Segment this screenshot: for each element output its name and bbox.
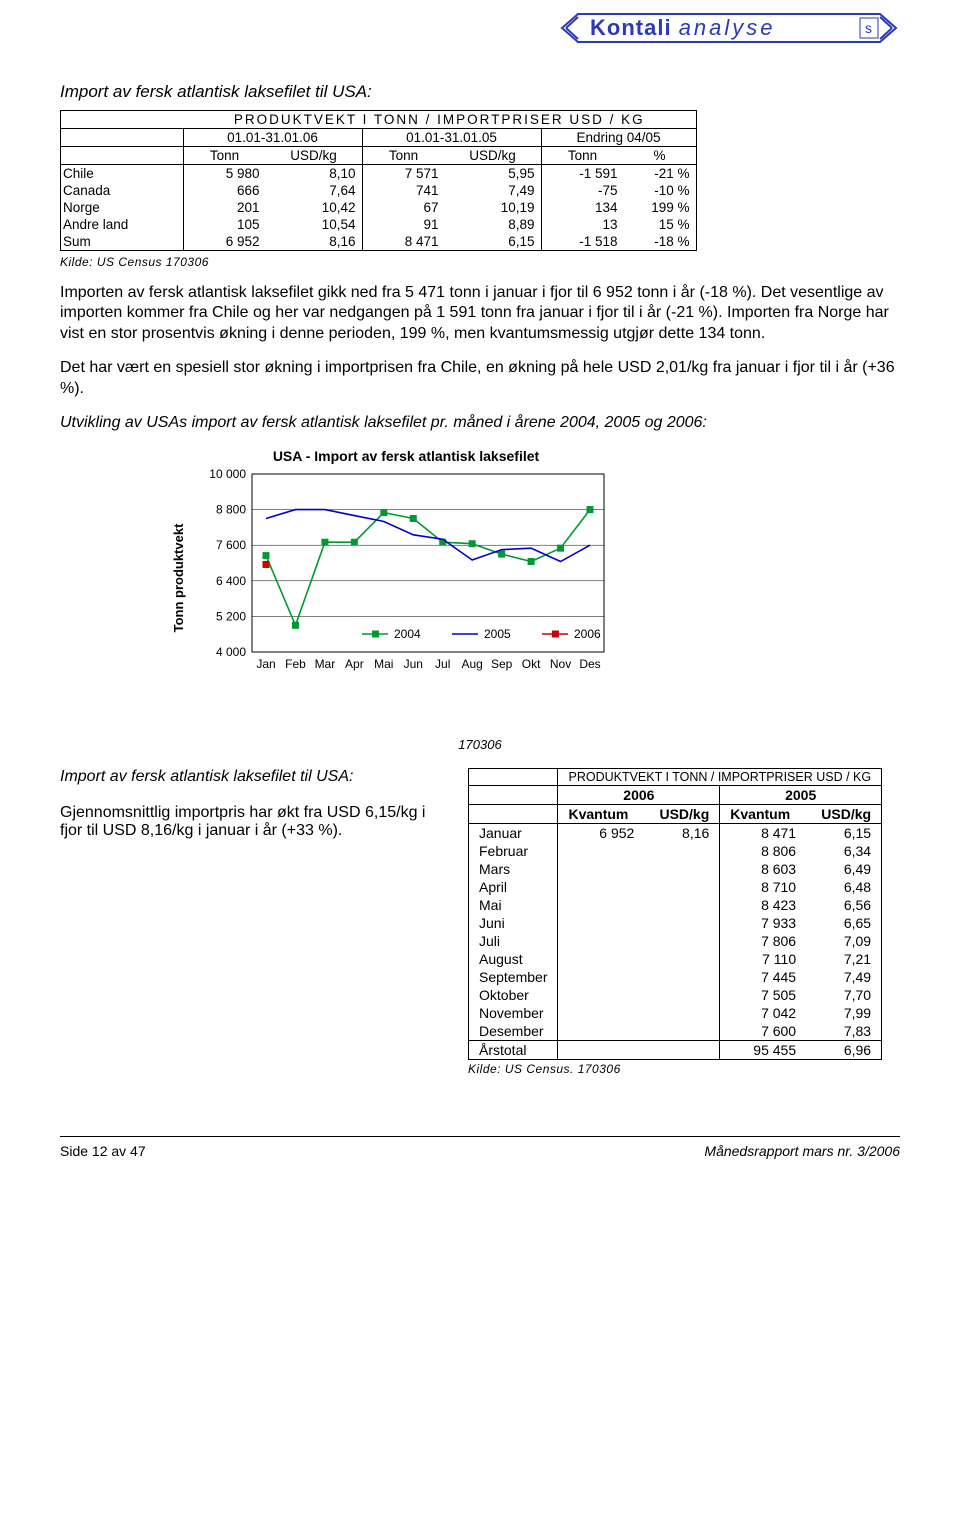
svg-text:Sep: Sep [491, 657, 513, 671]
table-row: Mars8 6036,49 [469, 860, 882, 878]
svg-text:5 200: 5 200 [216, 609, 246, 623]
table-row: November7 0427,99 [469, 1004, 882, 1022]
svg-text:Jun: Jun [404, 657, 423, 671]
logo-text1: Kontali [590, 15, 672, 40]
table-row: Årstotal95 4556,96 [469, 1040, 882, 1059]
svg-text:8 800: 8 800 [216, 502, 246, 516]
table-row: September7 4457,49 [469, 968, 882, 986]
svg-text:6 400: 6 400 [216, 574, 246, 588]
svg-text:Nov: Nov [550, 657, 571, 671]
logo-text2: analyse [679, 15, 776, 40]
table-row: Norge20110,426710,19134199 % [61, 199, 697, 216]
table-row: Mai8 4236,56 [469, 896, 882, 914]
page-title-1: Import av fersk atlantisk laksefilet til… [60, 82, 900, 102]
logo-badge: s [865, 20, 872, 36]
import-table-1: PRODUKTVEKT I TONN / IMPORTPRISER USD / … [60, 110, 697, 251]
svg-text:10 000: 10 000 [209, 468, 246, 481]
svg-text:Aug: Aug [462, 657, 483, 671]
svg-text:Kontali analyse: Kontali analyse [590, 15, 776, 40]
svg-text:Jan: Jan [256, 657, 275, 671]
table-row: April8 7106,48 [469, 878, 882, 896]
svg-text:Apr: Apr [345, 657, 364, 671]
logo-area: Kontali analyse s [60, 0, 900, 52]
chart-canvas: 4 000 5 200 6 400 7 600 8 800 10 000 Jan Feb Mar… [196, 468, 626, 703]
kontali-logo: Kontali analyse s [560, 8, 900, 48]
usa-import-chart: Tonn produktvekt USA - Import av fersk a… [170, 448, 900, 707]
table-row: August7 1107,21 [469, 950, 882, 968]
table-row: Canada6667,647417,49-75-10 % [61, 182, 697, 199]
t2-source: Kilde: US Census. 170306 [468, 1062, 882, 1076]
page-footer: Side 12 av 47 Månedsrapport mars nr. 3/2… [60, 1136, 900, 1159]
footer-right: Månedsrapport mars nr. 3/2006 [704, 1143, 900, 1159]
svg-text:4 000: 4 000 [216, 645, 246, 659]
page-title-2: Import av fersk atlantisk laksefilet til… [60, 768, 440, 786]
paragraph-4: Gjennomsnittlig importpris har økt fra U… [60, 804, 440, 840]
table-row: Sum6 9528,168 4716,15-1 518-18 % [61, 233, 697, 251]
table-row: Chile5 9808,107 5715,95-1 591-21 % [61, 165, 697, 183]
svg-text:2006: 2006 [574, 627, 601, 641]
svg-text:Mai: Mai [374, 657, 393, 671]
paragraph-1: Importen av fersk atlantisk laksefilet g… [60, 283, 900, 344]
svg-text:7 600: 7 600 [216, 538, 246, 552]
paragraph-3: Utvikling av USAs import av fersk atlant… [60, 413, 900, 433]
t1-supertitle: PRODUKTVEKT I TONN / IMPORTPRISER USD / … [183, 111, 696, 129]
svg-text:2005: 2005 [484, 627, 511, 641]
svg-text:Jul: Jul [435, 657, 450, 671]
svg-text:Mar: Mar [315, 657, 336, 671]
table-row: Juli7 8067,09 [469, 932, 882, 950]
table-row: Andre land10510,54918,891315 % [61, 216, 697, 233]
table-row: Februar8 8066,34 [469, 842, 882, 860]
svg-text:Des: Des [579, 657, 600, 671]
table-row: Oktober7 5057,70 [469, 986, 882, 1004]
mid-date: 170306 [60, 737, 900, 752]
table-row: Desember7 6007,83 [469, 1022, 882, 1041]
svg-text:Tonn produktvekt: Tonn produktvekt [171, 523, 186, 632]
paragraph-2: Det har vært en spesiell stor økning i i… [60, 358, 900, 399]
table-row: Juni7 9336,65 [469, 914, 882, 932]
footer-left: Side 12 av 47 [60, 1143, 146, 1159]
t1-source: Kilde: US Census 170306 [60, 255, 900, 269]
table-row: Januar6 9528,168 4716,15 [469, 823, 882, 842]
import-table-2: PRODUKTVEKT I TONN / IMPORTPRISER USD / … [468, 768, 882, 1060]
chart-title: USA - Import av fersk atlantisk laksefil… [196, 448, 616, 464]
svg-text:2004: 2004 [394, 627, 421, 641]
svg-text:Feb: Feb [285, 657, 306, 671]
svg-text:Okt: Okt [522, 657, 541, 671]
